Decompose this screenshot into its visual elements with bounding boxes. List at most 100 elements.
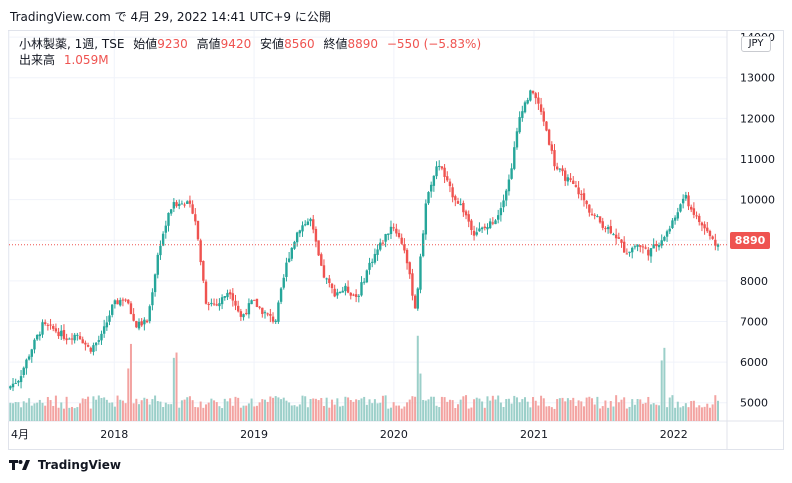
candle-up — [515, 131, 519, 148]
volume-bar — [384, 395, 387, 421]
volume-bar — [489, 400, 492, 421]
candle-up — [76, 334, 79, 336]
volume-bar — [202, 407, 205, 421]
candle-up — [376, 249, 379, 255]
candle-down — [588, 204, 591, 213]
candle-up — [676, 212, 679, 219]
candle-down — [322, 265, 326, 278]
volume-bar — [660, 360, 663, 421]
volume-bar — [419, 373, 422, 421]
candle-up — [210, 302, 213, 305]
volume-bar — [245, 405, 248, 421]
candle-down — [84, 342, 87, 345]
candle-down — [411, 273, 414, 296]
volume-bar — [314, 398, 317, 421]
volume-bar — [422, 399, 425, 421]
candle-up — [387, 233, 390, 235]
tradingview-logo-icon — [9, 459, 30, 470]
volume-bar — [631, 399, 634, 421]
volume-bar — [411, 396, 414, 421]
volume-bar — [70, 406, 73, 421]
volume-bar — [242, 405, 245, 421]
volume-bar — [601, 406, 604, 421]
volume-bar — [135, 398, 138, 421]
candle-down — [86, 345, 90, 347]
candle-up — [389, 226, 393, 235]
volume-bar — [167, 404, 170, 421]
candle-up — [137, 321, 141, 329]
volume-bar — [148, 404, 151, 421]
volume-bar — [352, 401, 355, 421]
candle-down — [346, 286, 350, 293]
candle-down — [258, 306, 261, 308]
candle-up — [295, 232, 299, 243]
volume-bar — [194, 406, 197, 421]
volume-bar — [38, 399, 41, 421]
candle-down — [54, 328, 58, 332]
candle-down — [580, 193, 583, 195]
candle-up — [459, 204, 462, 206]
candle-up — [151, 292, 154, 306]
volume-bar — [223, 398, 226, 421]
volume-bar — [532, 397, 535, 421]
last-price-tag: 8890 — [730, 232, 770, 249]
candle-up — [716, 244, 720, 247]
candle-up — [100, 333, 103, 341]
candle-up — [153, 274, 157, 293]
volume-bar — [151, 399, 154, 421]
candle-down — [614, 234, 618, 239]
volume-bar — [612, 406, 615, 421]
legend-high-label: 高値 — [196, 37, 221, 51]
candle-up — [97, 340, 100, 342]
volume-bar — [564, 401, 567, 421]
volume-bar — [438, 407, 441, 421]
candle-down — [706, 227, 709, 232]
candle-down — [577, 187, 580, 195]
volume-bar — [641, 403, 644, 421]
volume-bar — [49, 400, 52, 421]
candle-down — [239, 311, 243, 317]
candle-down — [245, 312, 248, 314]
candle-down — [231, 293, 235, 301]
candle-down — [400, 237, 403, 244]
publish-caption: TradingView.com で 4月 29, 2022 14:41 UTC+… — [10, 10, 331, 24]
candle-down — [470, 220, 473, 231]
volume-bar — [491, 395, 494, 421]
candle-up — [11, 383, 15, 388]
candle-down — [352, 294, 355, 296]
legend-high-value: 9420 — [220, 37, 252, 51]
volume-bar — [599, 408, 602, 421]
candle-down — [641, 246, 645, 248]
volume-bar — [60, 402, 63, 421]
candle-up — [679, 204, 682, 212]
candle-up — [108, 315, 111, 322]
candle-up — [14, 382, 17, 384]
candle-down — [269, 313, 272, 316]
volume-bar — [371, 403, 374, 421]
currency-button[interactable]: JPY — [741, 36, 771, 52]
candle-down — [333, 288, 336, 297]
volume-bar — [14, 402, 17, 421]
candle-down — [451, 187, 454, 198]
candle-down — [65, 338, 68, 341]
candle-down — [569, 178, 572, 180]
volume-bar — [507, 398, 510, 421]
volume-bar — [644, 402, 647, 421]
volume-bar — [679, 407, 682, 421]
candle-up — [223, 296, 226, 298]
volume-bar — [170, 404, 173, 421]
volume-bar — [288, 402, 291, 421]
candle-down — [314, 228, 318, 242]
volume-bar — [553, 408, 556, 421]
volume-bar — [711, 404, 714, 421]
volume-bar — [325, 397, 328, 421]
volume-bar — [574, 405, 577, 421]
volume-bar — [258, 402, 261, 421]
x-tick-label: 2020 — [380, 428, 408, 441]
candle-up — [113, 300, 117, 305]
candle-up — [274, 320, 277, 322]
candle-down — [207, 303, 210, 306]
candle-up — [526, 100, 529, 104]
candle-down — [537, 97, 540, 104]
